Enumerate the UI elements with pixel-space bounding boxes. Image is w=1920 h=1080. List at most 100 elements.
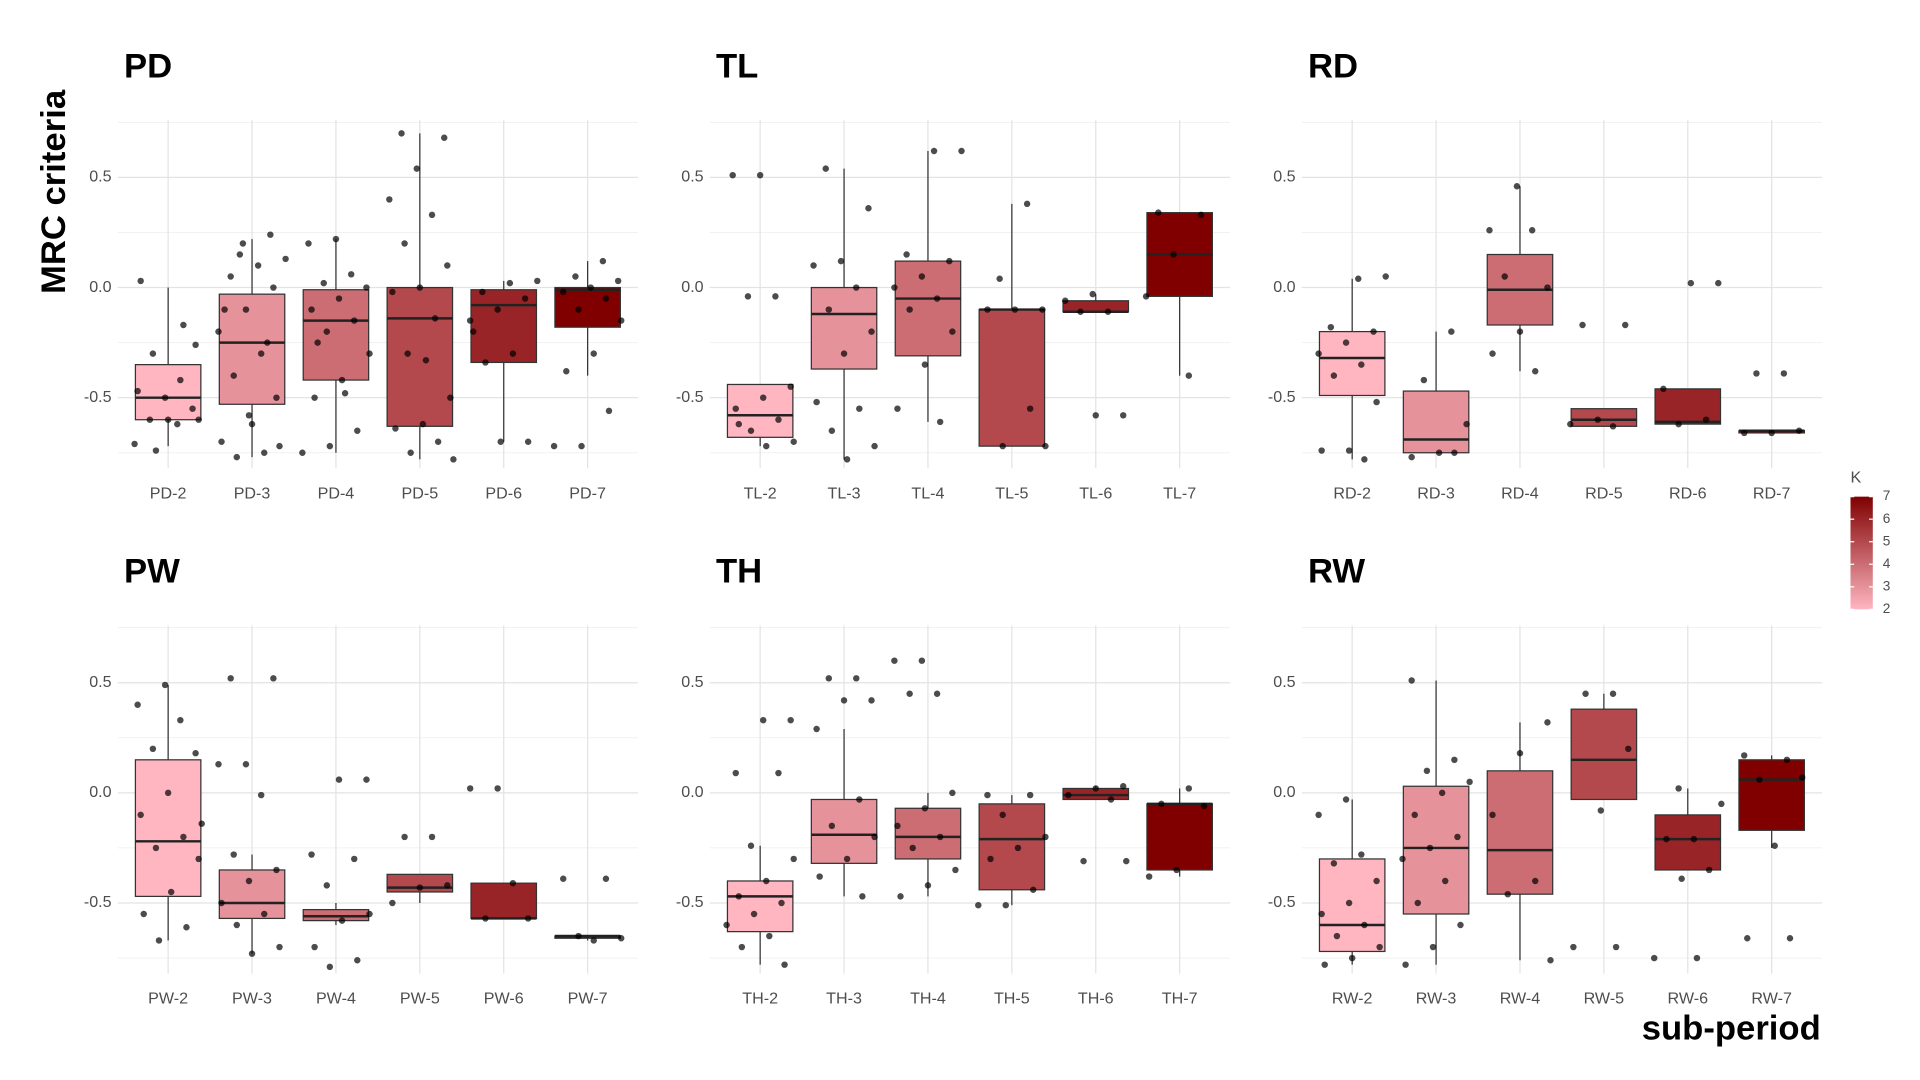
data-point [180,833,187,841]
data-point [894,405,901,412]
data-point [590,350,597,357]
box [218,869,286,920]
data-point [738,943,746,951]
data-point [1170,251,1177,258]
data-point [1744,935,1751,942]
data-point [1361,456,1368,463]
data-point [482,359,489,366]
box [726,383,794,438]
data-point [1457,921,1464,929]
x-tick-label: PW-4 [316,990,356,1008]
data-point [311,394,318,401]
data-point [578,442,585,450]
data-point [167,888,175,896]
y-axis-title: MRC criteria [35,89,73,294]
data-point [392,425,399,432]
data-point [1675,785,1682,792]
data-point [416,284,424,291]
box [1062,300,1130,313]
data-point [1454,833,1461,841]
data-point [1448,328,1455,335]
box [1318,330,1386,397]
data-point [897,893,904,900]
data-point [1718,800,1725,808]
data-point [366,910,373,918]
data-point [1489,811,1496,819]
data-point [822,165,829,172]
data-point [759,394,767,401]
box [1654,388,1722,425]
data-point [431,315,439,322]
data-point [949,328,956,335]
data-point [215,761,222,768]
y-tick-label: -0.5 [1268,388,1296,406]
data-point [1622,321,1629,329]
data-point [843,855,851,863]
y-tick-label: 0.0 [89,783,111,801]
y-tick-label: 0.0 [681,278,703,296]
data-point [1080,857,1087,865]
data-point [1361,921,1368,929]
data-point [575,306,582,313]
data-point [1466,778,1473,786]
data-point [894,822,901,830]
data-point [363,284,370,291]
data-point [1532,368,1539,375]
data-point [270,675,277,682]
data-point [744,293,752,300]
data-point [952,866,959,874]
data-point [1501,273,1508,280]
data-point [1771,842,1778,849]
data-point [1039,306,1046,313]
data-point [813,725,820,733]
data-point [918,273,926,280]
x-tick-label: PW-6 [484,990,524,1008]
data-point [366,350,373,357]
data-point [975,901,982,909]
data-point [856,796,863,803]
data-point [195,855,202,863]
data-point [1513,182,1521,190]
data-point [434,438,442,445]
data-point [470,328,477,335]
data-point [509,350,517,357]
data-point [230,851,237,858]
data-point [450,456,457,463]
box [726,880,794,933]
data-point [254,262,262,269]
data-point [524,915,532,922]
data-point [1594,416,1601,423]
data-point [1463,420,1470,428]
data-point [146,416,154,423]
data-point [137,811,144,819]
data-point [534,277,541,285]
data-point [323,882,331,889]
data-point [161,394,169,401]
data-point [735,420,743,428]
data-point [1119,412,1127,419]
data-point [1544,284,1551,291]
box [978,308,1046,447]
data-point [933,690,941,697]
data-point [1547,957,1554,964]
data-point [763,877,770,885]
data-point [1486,227,1493,234]
data-point [1011,306,1019,313]
data-point [837,257,845,265]
legend-tick-label: 7 [1883,488,1891,503]
data-point [924,882,932,889]
data-point [781,961,788,968]
legend-tick-label: 5 [1883,533,1891,548]
box [1402,390,1470,454]
data-point [1702,416,1710,423]
data-point [936,833,944,841]
data-point [790,438,797,445]
data-point [401,833,408,841]
x-tick-label: PD-5 [402,484,439,502]
y-tick-label: -0.5 [676,388,704,406]
y-tick-label: 0.5 [681,673,703,691]
x-tick-label: RW-4 [1500,990,1541,1008]
data-point [242,761,250,768]
data-point [1107,796,1115,803]
